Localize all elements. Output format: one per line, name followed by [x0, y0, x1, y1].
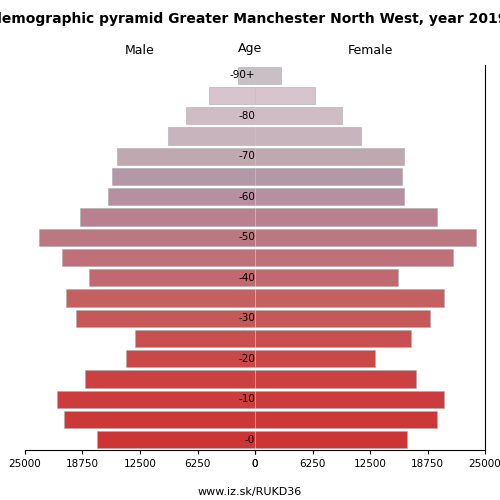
Text: Age: Age	[238, 42, 262, 55]
Bar	[80, 208, 255, 226]
Bar	[255, 107, 342, 124]
Text: -20: -20	[238, 354, 255, 364]
Text: www.iz.sk/RUKD36: www.iz.sk/RUKD36	[198, 487, 302, 497]
Bar	[112, 168, 255, 185]
Bar	[255, 148, 404, 165]
Bar	[85, 370, 255, 388]
Bar	[255, 310, 430, 327]
Bar	[255, 432, 407, 448]
Bar	[57, 390, 255, 408]
Bar	[255, 87, 315, 104]
Text: -70: -70	[238, 151, 255, 161]
Text: Female: Female	[348, 44, 393, 58]
Bar	[126, 350, 255, 368]
Text: -10: -10	[238, 394, 255, 404]
Bar	[255, 350, 374, 368]
Bar	[97, 432, 255, 448]
Text: -0: -0	[245, 435, 255, 445]
Bar	[39, 228, 255, 246]
Bar	[255, 249, 453, 266]
Bar	[255, 168, 402, 185]
Text: -90+: -90+	[230, 70, 255, 80]
Bar	[255, 390, 444, 408]
Bar	[255, 228, 476, 246]
Bar	[255, 208, 437, 226]
Bar	[255, 411, 437, 428]
Text: Male: Male	[125, 44, 155, 58]
Bar	[255, 188, 404, 206]
Text: -50: -50	[238, 232, 255, 242]
Bar	[66, 290, 255, 306]
Bar	[209, 87, 255, 104]
Bar	[255, 128, 361, 144]
Bar	[255, 370, 416, 388]
Bar	[136, 330, 255, 347]
Bar	[255, 269, 398, 286]
Bar	[238, 66, 255, 84]
Bar	[76, 310, 255, 327]
Bar	[90, 269, 255, 286]
Bar	[117, 148, 255, 165]
Bar	[255, 330, 412, 347]
Text: -60: -60	[238, 192, 255, 202]
Bar	[108, 188, 255, 206]
Bar	[64, 411, 255, 428]
Text: -40: -40	[238, 273, 255, 283]
Bar	[255, 290, 444, 306]
Bar	[168, 128, 255, 144]
Bar	[62, 249, 255, 266]
Bar	[255, 66, 281, 84]
Text: demographic pyramid Greater Manchester North West, year 2019: demographic pyramid Greater Manchester N…	[0, 12, 500, 26]
Text: -80: -80	[238, 110, 255, 120]
Text: -30: -30	[238, 314, 255, 324]
Bar	[186, 107, 255, 124]
